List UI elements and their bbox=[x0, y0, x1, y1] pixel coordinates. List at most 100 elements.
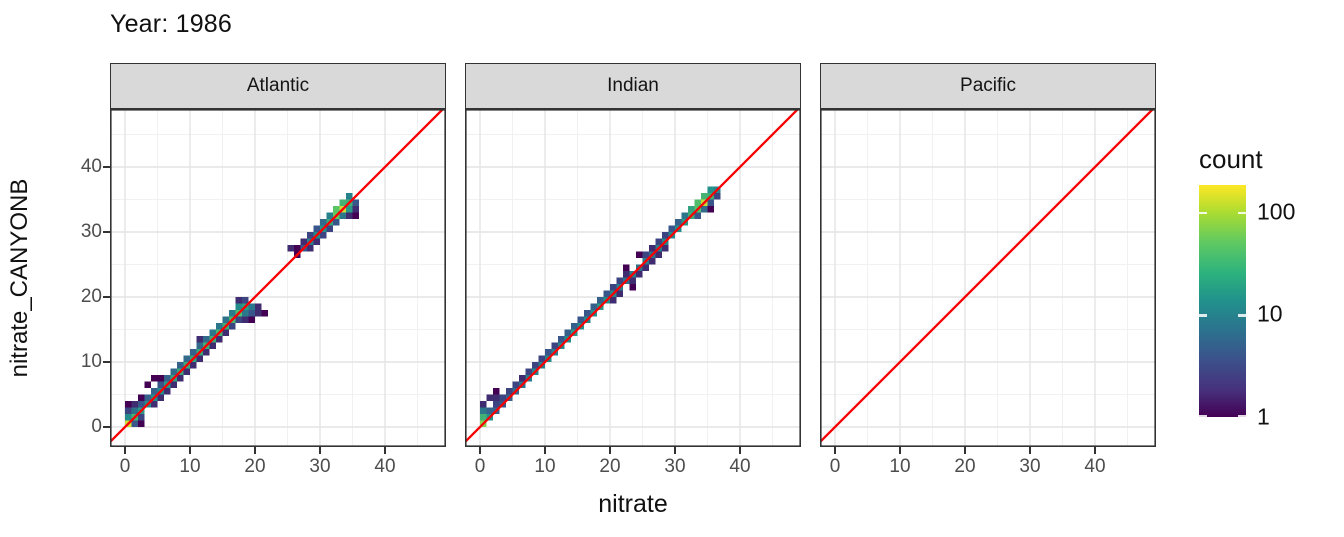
count-bin bbox=[506, 388, 513, 395]
identity-line bbox=[820, 109, 1154, 443]
panel-border bbox=[110, 109, 446, 447]
x-tick-mark bbox=[254, 447, 256, 454]
count-bin bbox=[662, 245, 669, 252]
x-tick-mark bbox=[479, 447, 481, 454]
count-bin bbox=[157, 375, 164, 382]
count-bin bbox=[144, 394, 151, 401]
count-bin bbox=[248, 316, 255, 323]
facet-strip-label: Pacific bbox=[960, 75, 1016, 96]
count-bin bbox=[577, 316, 584, 323]
legend-tick-label: 1 bbox=[1257, 403, 1270, 430]
count-bin bbox=[636, 251, 643, 258]
x-tick-mark bbox=[319, 447, 321, 454]
count-bin bbox=[320, 232, 327, 239]
count-bin bbox=[610, 284, 617, 291]
x-tick-label: 40 bbox=[1084, 456, 1106, 477]
y-tick-label: 10 bbox=[80, 351, 102, 372]
identity-line bbox=[110, 109, 444, 443]
count-bin bbox=[203, 349, 210, 356]
count-bin bbox=[300, 238, 307, 245]
count-bin bbox=[216, 336, 223, 343]
count-bin bbox=[261, 310, 268, 317]
count-bin bbox=[313, 238, 320, 245]
identity-line bbox=[465, 109, 799, 443]
count-bin bbox=[248, 310, 255, 317]
facet-strip-pacific: Pacific bbox=[820, 63, 1156, 109]
count-bin bbox=[662, 232, 669, 239]
count-bin bbox=[222, 316, 229, 323]
legend-tick-label: 100 bbox=[1257, 198, 1296, 225]
count-bin bbox=[313, 225, 320, 232]
count-bin bbox=[707, 206, 714, 213]
count-bin bbox=[320, 219, 327, 226]
x-tick-mark bbox=[384, 447, 386, 454]
x-tick-label: 10 bbox=[179, 456, 201, 477]
count-bin bbox=[616, 277, 623, 284]
x-tick-label: 0 bbox=[829, 456, 841, 477]
count-bin bbox=[649, 258, 656, 265]
x-tick-mark bbox=[544, 447, 546, 454]
count-bin bbox=[138, 401, 145, 408]
panel-atlantic bbox=[110, 109, 446, 447]
count-bin bbox=[235, 316, 242, 323]
legend-colorbar bbox=[1199, 185, 1246, 417]
count-bin bbox=[525, 368, 532, 375]
count-bin bbox=[222, 329, 229, 336]
facet-strip-label: Indian bbox=[607, 75, 659, 96]
count-bin bbox=[584, 310, 591, 317]
y-tick-label: 0 bbox=[91, 416, 102, 437]
count-bin bbox=[125, 401, 132, 408]
legend-tick-mark bbox=[1238, 211, 1246, 215]
x-tick-label: 40 bbox=[374, 456, 396, 477]
count-bin bbox=[196, 355, 203, 362]
count-bin bbox=[480, 414, 487, 421]
count-bin bbox=[235, 297, 242, 304]
count-bin bbox=[642, 264, 649, 271]
count-bin bbox=[346, 193, 353, 200]
count-bin bbox=[538, 355, 545, 362]
panel-border bbox=[820, 109, 1156, 447]
x-tick-label: 10 bbox=[534, 456, 556, 477]
count-bin bbox=[564, 329, 571, 336]
count-bin bbox=[151, 388, 158, 395]
count-bin bbox=[164, 375, 171, 382]
count-bin bbox=[138, 414, 145, 421]
count-bin bbox=[707, 199, 714, 206]
count-bin bbox=[629, 277, 636, 284]
x-tick-mark bbox=[899, 447, 901, 454]
count-bin bbox=[655, 251, 662, 258]
count-bin bbox=[701, 193, 708, 200]
count-bin bbox=[294, 245, 301, 252]
panel-indian bbox=[465, 109, 801, 447]
count-bin bbox=[480, 401, 487, 408]
count-bin bbox=[144, 381, 151, 388]
x-tick-mark bbox=[609, 447, 611, 454]
count-bin bbox=[571, 323, 578, 330]
count-bin bbox=[486, 407, 493, 414]
count-bin bbox=[603, 290, 610, 297]
count-bin bbox=[235, 303, 242, 310]
count-bin bbox=[151, 401, 158, 408]
count-bin bbox=[203, 336, 210, 343]
legend-tick-mark bbox=[1199, 414, 1207, 417]
x-tick-mark bbox=[189, 447, 191, 454]
count-bin bbox=[131, 407, 138, 414]
count-bin bbox=[157, 394, 164, 401]
count-bin bbox=[229, 323, 236, 330]
x-tick-label: 30 bbox=[1019, 456, 1041, 477]
count-bin bbox=[346, 212, 353, 219]
count-bin bbox=[352, 199, 359, 206]
count-bin bbox=[688, 206, 695, 213]
count-bin bbox=[519, 375, 526, 382]
count-bin bbox=[701, 206, 708, 213]
x-tick-label: 30 bbox=[664, 456, 686, 477]
count-bin bbox=[190, 362, 197, 369]
count-bin bbox=[151, 375, 158, 382]
count-bin bbox=[642, 251, 649, 258]
count-bin bbox=[125, 407, 132, 414]
count-bin bbox=[242, 310, 249, 317]
panel-pacific bbox=[820, 109, 1156, 447]
count-bin bbox=[532, 362, 539, 369]
count-bin bbox=[196, 342, 203, 349]
count-bin bbox=[694, 199, 701, 206]
